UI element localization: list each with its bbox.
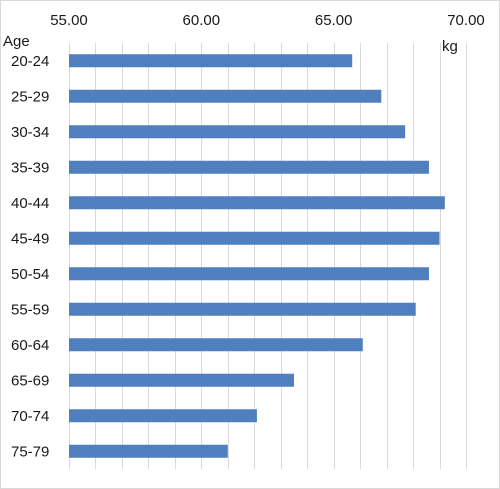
category-label: 70-74 bbox=[11, 408, 49, 425]
y-axis-label: Age bbox=[3, 33, 30, 50]
bar bbox=[69, 409, 257, 423]
x-axis-ticks: 55.00 60.00 65.00 70.00 bbox=[50, 12, 485, 29]
category-label: 20-24 bbox=[11, 53, 49, 70]
category-label: 25-29 bbox=[11, 88, 49, 105]
x-tick-label: 55.00 bbox=[50, 12, 88, 29]
bar bbox=[69, 302, 416, 316]
bars bbox=[69, 54, 445, 458]
bar bbox=[69, 160, 429, 174]
bar bbox=[69, 338, 363, 352]
category-label: 35-39 bbox=[11, 159, 49, 176]
category-label: 55-59 bbox=[11, 301, 49, 318]
x-tick-label: 65.00 bbox=[315, 12, 353, 29]
bar bbox=[69, 54, 353, 68]
category-label: 60-64 bbox=[11, 337, 49, 354]
bar bbox=[69, 444, 228, 458]
category-labels: 20-24 25-29 30-34 35-39 40-44 45-49 50-54 55-59… bbox=[11, 53, 49, 461]
x-tick-label: 60.00 bbox=[183, 12, 221, 29]
bar bbox=[69, 196, 445, 210]
bar bbox=[69, 125, 406, 139]
category-label: 75-79 bbox=[11, 443, 49, 460]
bar bbox=[69, 231, 440, 245]
bar bbox=[69, 267, 429, 281]
gridlines bbox=[69, 43, 467, 469]
bar bbox=[69, 373, 294, 387]
category-label: 30-34 bbox=[11, 124, 49, 141]
category-label: 50-54 bbox=[11, 266, 49, 283]
category-label: 45-49 bbox=[11, 230, 49, 247]
bar bbox=[69, 89, 382, 103]
x-axis-unit-label: kg bbox=[442, 38, 458, 55]
x-tick-label: 70.00 bbox=[447, 12, 485, 29]
category-label: 40-44 bbox=[11, 195, 49, 212]
category-label: 65-69 bbox=[11, 372, 49, 389]
